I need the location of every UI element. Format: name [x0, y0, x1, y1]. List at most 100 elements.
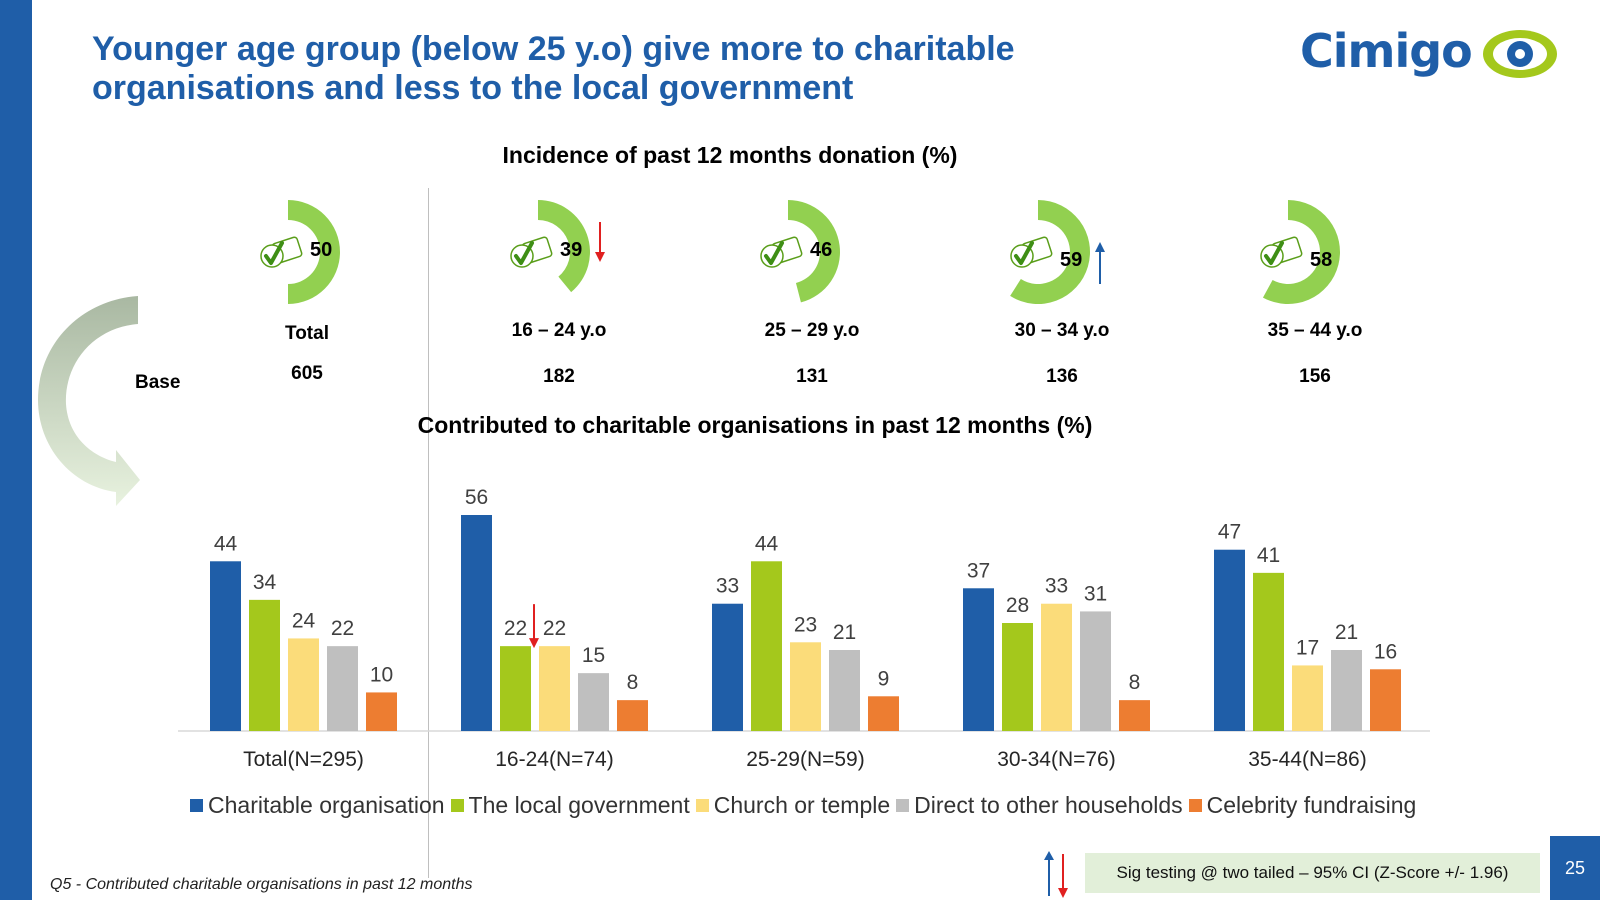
bar — [963, 588, 994, 731]
bar — [751, 561, 782, 731]
chart-legend: Charitable organisation The local govern… — [190, 792, 1422, 819]
bar — [210, 561, 241, 731]
x-tick-label: 30-34(N=76) — [997, 748, 1115, 771]
donation-donut-25-29: 46 — [758, 196, 898, 316]
x-tick-label: Total(N=295) — [243, 748, 364, 771]
bar — [1292, 665, 1323, 731]
group-label-25-29: 25 – 29 y.o — [764, 320, 860, 341]
sig-down-arrowhead — [595, 252, 605, 262]
bar — [1253, 572, 1284, 731]
sig-testing-note: Sig testing @ two tailed – 95% CI (Z-Sco… — [1085, 853, 1540, 893]
bar — [1080, 611, 1111, 731]
donation-section-title: Incidence of past 12 months donation (%) — [502, 142, 958, 168]
bar-value-label: 31 — [1084, 582, 1107, 605]
bar-value-label: 8 — [1129, 671, 1141, 694]
legend-swatch — [1188, 799, 1202, 812]
bar-value-label: 33 — [1045, 575, 1068, 598]
yes-check-badge-icon — [510, 236, 553, 268]
bar-value-label: 8 — [627, 671, 639, 694]
bar — [1041, 603, 1072, 731]
bar — [578, 673, 609, 731]
donut-slice — [788, 200, 840, 303]
legend-swatch — [190, 799, 203, 812]
yes-check-badge-icon — [760, 236, 803, 268]
donut-value: 58 — [1310, 249, 1332, 271]
legend-label: Church or temple — [713, 792, 891, 818]
legend-swatch — [695, 799, 709, 812]
legend-item-government: The local government — [450, 792, 690, 819]
donut-slice — [1262, 200, 1340, 304]
x-tick-label: 35-44(N=86) — [1248, 748, 1366, 771]
bar-value-label: 22 — [504, 617, 527, 640]
x-tick-label: 16-24(N=74) — [495, 748, 613, 771]
bar — [617, 700, 648, 731]
chart-title: Contributed to charitable organisations … — [417, 412, 1093, 438]
slide-title: Younger age group (below 25 y.o) give mo… — [92, 30, 1015, 107]
bar-value-label: 22 — [543, 617, 566, 640]
donut-chart: 46 — [760, 200, 840, 303]
donation-donut-16-24: 39 — [508, 196, 648, 316]
page-number: 25 — [1550, 836, 1600, 900]
legend-label: Celebrity fundraising — [1206, 792, 1417, 818]
bar — [500, 646, 531, 731]
yes-check-badge-icon — [1260, 236, 1303, 268]
bar-value-label: 15 — [582, 644, 605, 667]
legend-swatch — [896, 799, 910, 812]
donut-value: 50 — [310, 239, 332, 261]
base-value-25-29: 131 — [796, 366, 828, 387]
donut-value: 59 — [1060, 249, 1082, 271]
legend-item-celebrity: Celebrity fundraising — [1188, 792, 1417, 819]
base-value-30-34: 136 — [1046, 366, 1078, 387]
logo-text: Cimigo — [1300, 24, 1473, 78]
bar-value-label: 34 — [253, 571, 277, 594]
bar-value-label: 47 — [1218, 521, 1241, 544]
sig-up-arrowhead — [1095, 242, 1105, 252]
curved-arrow-icon — [38, 296, 140, 506]
donut-chart: 50 — [260, 200, 340, 304]
donation-donut-total: 50 — [258, 196, 398, 316]
donut-value: 46 — [810, 239, 832, 261]
bar-value-label: 21 — [1335, 621, 1358, 644]
left-accent-bar — [0, 0, 32, 900]
donut-chart: 39 — [510, 200, 605, 293]
bar-value-label: 16 — [1374, 640, 1397, 663]
bar — [868, 696, 899, 731]
donut-chart: 58 — [1260, 200, 1340, 304]
bar — [1119, 700, 1150, 731]
bar-value-label: 24 — [292, 609, 316, 632]
bar-value-label: 28 — [1006, 594, 1029, 617]
group-label-16-24: 16 – 24 y.o — [511, 320, 607, 341]
bar — [461, 515, 492, 731]
bar-value-label: 22 — [331, 617, 354, 640]
bar-value-label: 23 — [794, 613, 817, 636]
donut-slice — [288, 200, 340, 304]
vertical-divider — [428, 188, 429, 878]
bar-value-label: 56 — [465, 486, 488, 509]
legend-label: Charitable organisation — [208, 792, 445, 818]
yes-check-badge-icon — [1010, 236, 1053, 268]
bar-value-label: 17 — [1296, 636, 1319, 659]
donut-chart: 59 — [1010, 200, 1105, 304]
base-value-16-24: 182 — [543, 366, 575, 387]
base-label: Base — [135, 372, 181, 393]
sig-arrows-icon — [1044, 851, 1068, 898]
legend-label: The local government — [468, 792, 690, 818]
legend-swatch — [450, 799, 464, 812]
bar-value-label: 33 — [716, 575, 739, 598]
bar — [712, 603, 743, 731]
bar — [249, 599, 280, 731]
bar-sig-down-arrowhead — [529, 638, 539, 649]
bar-value-label: 10 — [370, 663, 393, 686]
donut-slice — [1010, 200, 1090, 304]
base-value-total: 605 — [291, 363, 323, 384]
bar-value-label: 44 — [755, 532, 779, 555]
footnote: Q5 - Contributed charitable organisation… — [50, 876, 473, 893]
bar-value-label: 9 — [878, 667, 890, 690]
bar — [1370, 669, 1401, 731]
bar — [1214, 549, 1245, 731]
bar — [790, 642, 821, 731]
bar-value-label: 21 — [833, 621, 856, 644]
yes-check-badge-icon — [260, 236, 303, 268]
bar — [1331, 650, 1362, 731]
group-label-total: Total — [285, 323, 329, 344]
